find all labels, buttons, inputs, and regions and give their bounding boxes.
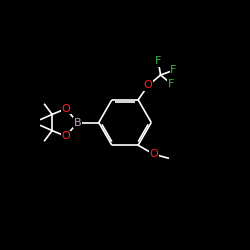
Text: F: F bbox=[168, 79, 174, 89]
Text: O: O bbox=[62, 131, 70, 141]
Text: B: B bbox=[74, 118, 81, 128]
Text: O: O bbox=[144, 80, 152, 90]
Text: F: F bbox=[155, 56, 162, 66]
Text: F: F bbox=[170, 65, 177, 75]
Text: O: O bbox=[149, 149, 158, 159]
Text: O: O bbox=[62, 104, 70, 114]
